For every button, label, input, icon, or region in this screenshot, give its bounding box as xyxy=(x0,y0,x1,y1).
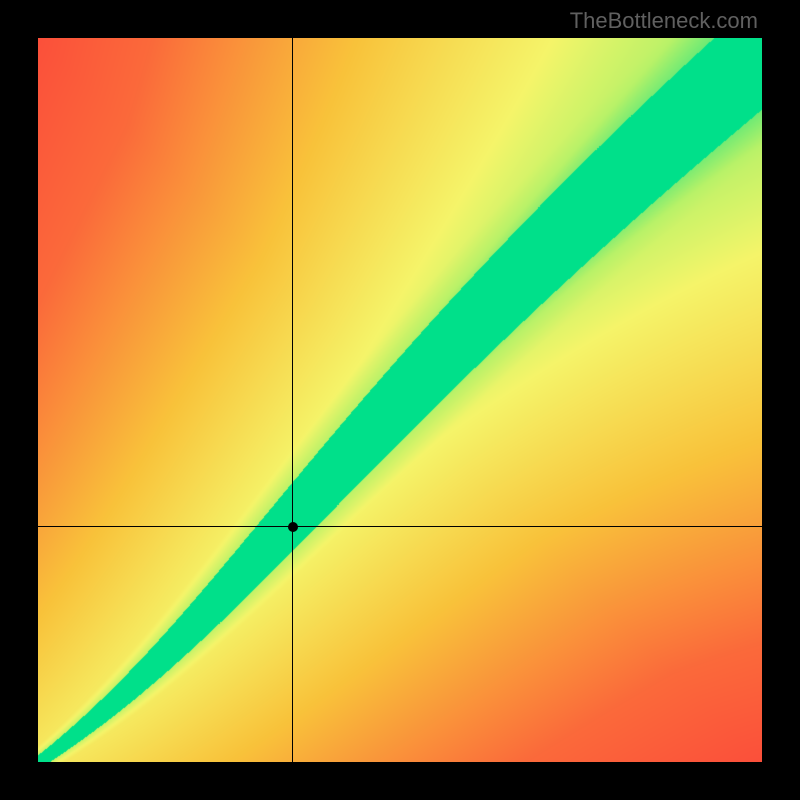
heatmap-canvas xyxy=(38,38,762,762)
crosshair-marker xyxy=(288,522,298,532)
heatmap-plot xyxy=(38,38,762,762)
crosshair-horizontal xyxy=(38,526,762,527)
crosshair-vertical xyxy=(292,38,293,762)
watermark-text: TheBottleneck.com xyxy=(570,8,758,34)
